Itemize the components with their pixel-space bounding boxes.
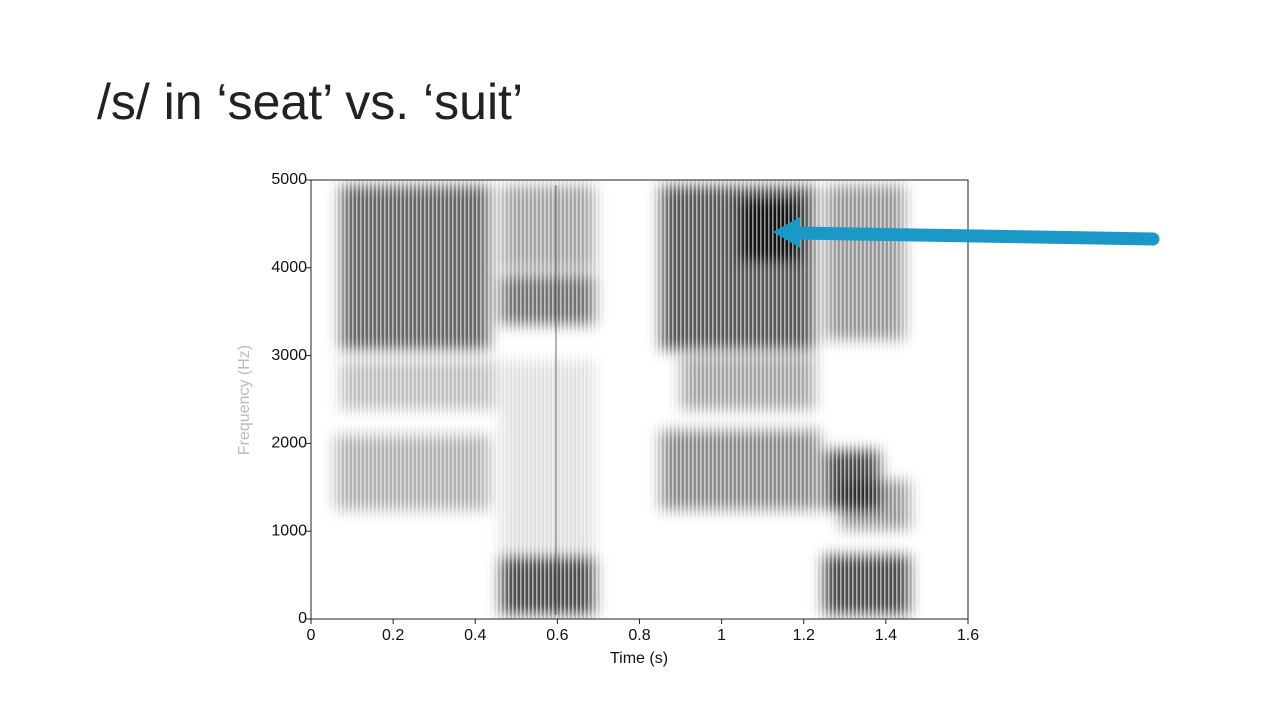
x-tick-label: 0.2 [382, 627, 404, 644]
y-tick-label: 3000 [271, 347, 307, 364]
annotation-arrow [773, 217, 1160, 248]
x-tick-label: 0.4 [464, 627, 486, 644]
slide-title: /s/ in ‘seat’ vs. ‘suit’ [97, 74, 523, 130]
x-tick-label: 1.4 [875, 627, 897, 644]
y-axis-label: Frequency (Hz) [236, 345, 253, 455]
x-tick-label: 0 [307, 627, 316, 644]
y-tick-label: 5000 [271, 171, 307, 188]
y-tick-label: 4000 [271, 259, 307, 276]
x-tick-label: 0.6 [546, 627, 568, 644]
y-tick-label: 2000 [271, 435, 307, 452]
y-tick-label: 1000 [271, 522, 307, 539]
x-axis-label: Time (s) [610, 650, 668, 667]
x-tick-label: 1.2 [793, 627, 815, 644]
x-tick-label: 0.8 [628, 627, 650, 644]
x-tick-label: 1 [717, 627, 726, 644]
x-tick-label: 1.6 [957, 627, 979, 644]
spectrogram-image [330, 180, 930, 619]
y-tick-label: 0 [298, 610, 307, 627]
